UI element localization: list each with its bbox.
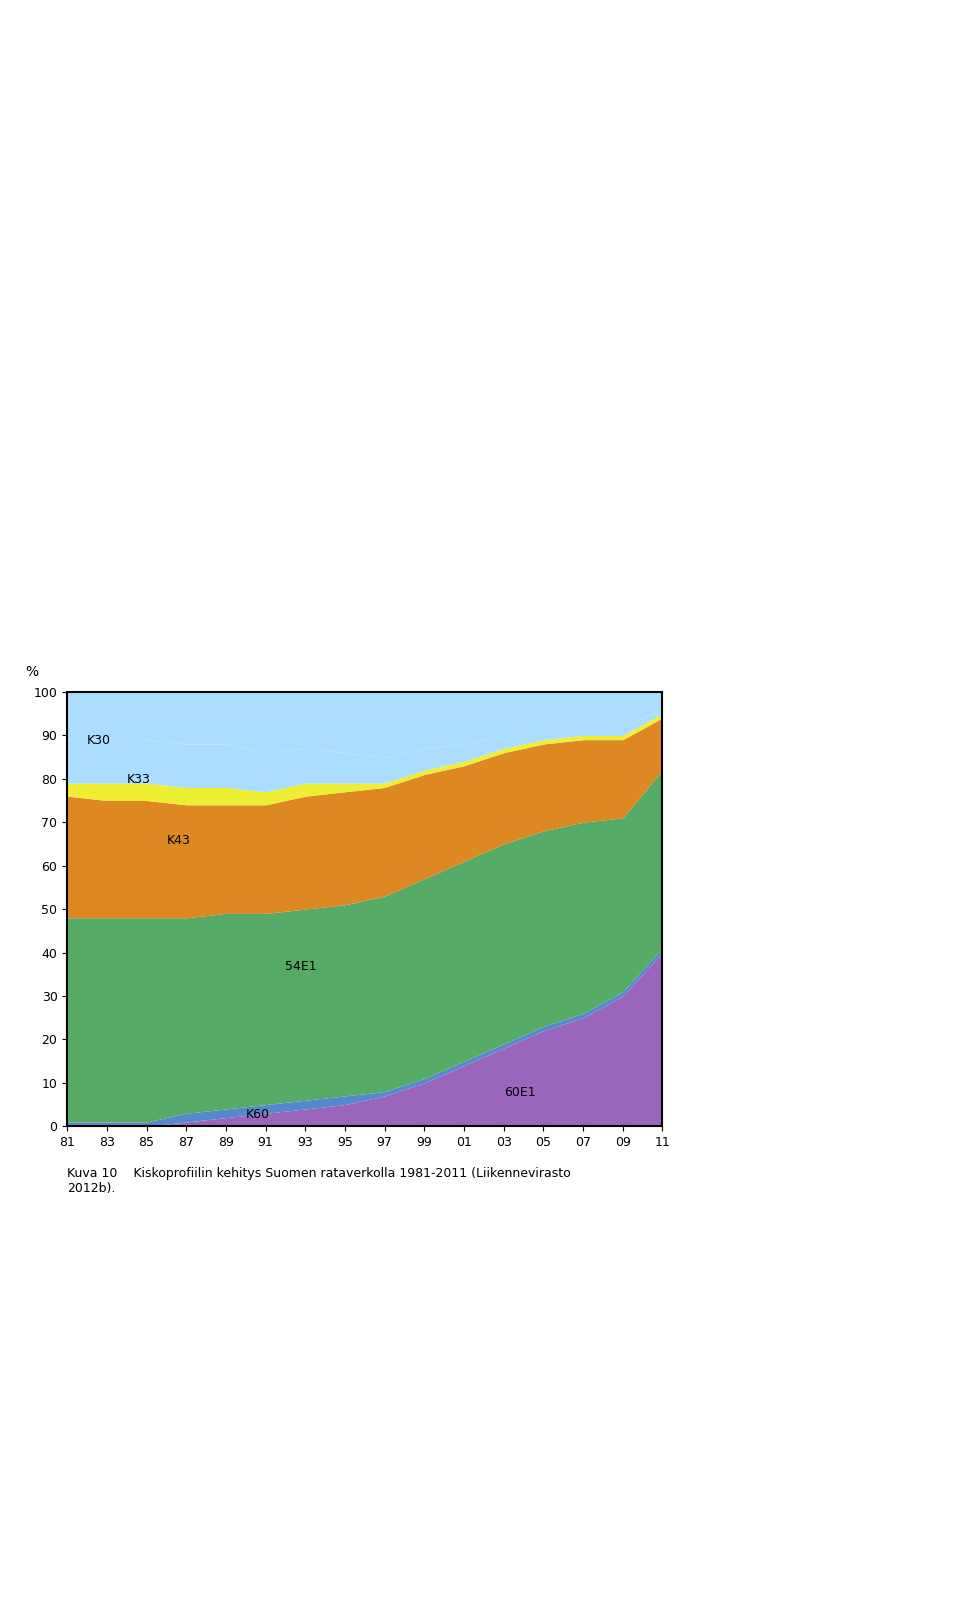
Text: K33: K33 — [127, 772, 151, 787]
Text: 54E1: 54E1 — [285, 961, 317, 973]
Text: K60: K60 — [246, 1107, 270, 1120]
Text: K43: K43 — [166, 833, 190, 846]
Y-axis label: %: % — [25, 665, 38, 679]
Text: 60E1: 60E1 — [504, 1086, 536, 1099]
Text: K30: K30 — [87, 734, 111, 747]
Text: Kuva 10    Kiskoprofiilin kehitys Suomen rataverkolla 1981-2011 (Liikennevirasto: Kuva 10 Kiskoprofiilin kehitys Suomen ra… — [67, 1167, 571, 1194]
